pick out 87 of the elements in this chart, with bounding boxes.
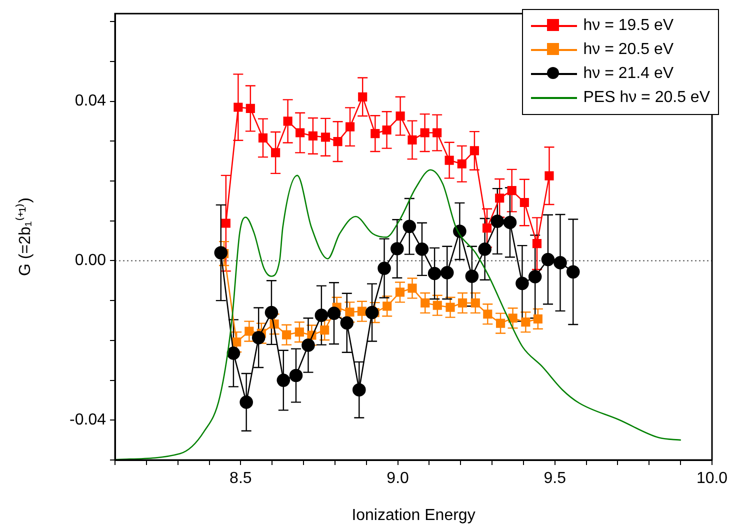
point: [495, 194, 504, 203]
point: [516, 276, 529, 290]
point: [440, 266, 454, 280]
point: [264, 306, 278, 320]
point: [528, 270, 542, 284]
point: [289, 368, 303, 382]
point: [532, 239, 542, 248]
point: [503, 216, 517, 230]
point: [533, 314, 542, 324]
point: [282, 330, 292, 340]
y-axis-title: G (=2b₁⁽⁺¹⁾): [15, 198, 34, 276]
y-tick-label: 0.04: [74, 92, 106, 110]
legend-label: hν = 19.5 eV: [583, 17, 674, 35]
point: [408, 135, 417, 144]
x-tick-label: 10.0: [696, 470, 728, 488]
point: [234, 102, 243, 112]
point: [554, 256, 567, 270]
point: [444, 156, 454, 165]
point: [240, 396, 253, 409]
point: [302, 338, 315, 352]
x-tick-label: 9.0: [386, 470, 410, 488]
point: [258, 133, 268, 142]
point: [294, 328, 304, 337]
point: [382, 302, 392, 311]
point: [276, 374, 290, 387]
point: [457, 159, 466, 168]
point: [327, 306, 341, 320]
point: [340, 316, 354, 330]
point: [395, 288, 405, 297]
point: [428, 266, 442, 280]
point: [370, 129, 380, 138]
x-tick-label: 9.5: [544, 470, 566, 488]
point: [402, 220, 416, 234]
point: [470, 298, 480, 308]
point: [458, 298, 468, 308]
point: [483, 310, 492, 319]
point: [226, 346, 240, 360]
point: [520, 198, 529, 208]
point: [320, 132, 330, 142]
point: [232, 337, 242, 347]
y-tick-label: 0.00: [74, 252, 106, 270]
point: [246, 104, 255, 113]
point: [415, 242, 429, 256]
point: [345, 122, 355, 132]
x-axis-title: Ionization Energy: [352, 506, 476, 524]
point: [541, 252, 555, 266]
point: [378, 262, 391, 275]
point: [308, 131, 318, 140]
point: [396, 111, 405, 121]
legend-label: hν = 21.4 eV: [583, 65, 674, 83]
point: [283, 116, 292, 126]
point: [408, 284, 417, 293]
point: [465, 270, 479, 283]
point: [271, 148, 280, 158]
point: [566, 265, 580, 279]
point: [490, 214, 504, 228]
line-series: [115, 169, 682, 460]
point: [352, 383, 366, 396]
point: [496, 318, 506, 328]
point: [432, 300, 442, 310]
point: [544, 171, 554, 180]
point: [482, 223, 492, 233]
point: [420, 298, 430, 308]
point: [446, 302, 455, 312]
point: [296, 128, 305, 138]
point: [382, 125, 392, 135]
point: [320, 326, 330, 335]
point: [478, 242, 492, 256]
point: [508, 314, 518, 323]
legend-label: hν = 20.5 eV: [583, 41, 674, 59]
point: [333, 137, 342, 146]
point: [390, 242, 404, 256]
point: [357, 306, 367, 316]
point: [314, 308, 328, 322]
point: [345, 308, 354, 317]
x-tick-label: 8.5: [230, 470, 252, 488]
y-tick-label: -0.04: [70, 412, 106, 429]
point: [470, 146, 479, 156]
point: [420, 128, 430, 138]
point: [358, 92, 368, 102]
point: [432, 128, 442, 138]
point: [521, 318, 530, 327]
point: [221, 218, 230, 228]
point: [252, 330, 266, 344]
legend-label: PES hν = 20.5 eV: [583, 89, 710, 107]
point: [507, 186, 516, 196]
point: [244, 326, 254, 336]
